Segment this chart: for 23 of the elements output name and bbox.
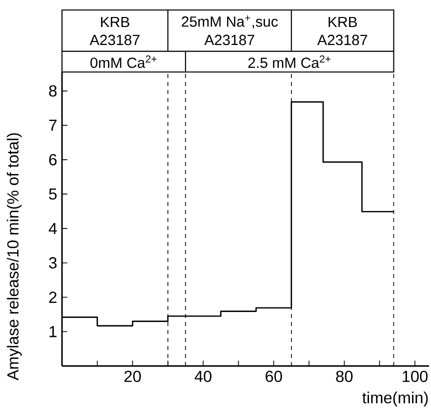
- x-axis-title: time(min): [362, 392, 428, 406]
- x-tick-label: 100: [402, 370, 428, 382]
- text: A23187: [90, 34, 140, 46]
- y-tick-label: 8: [49, 85, 57, 97]
- text: KRB: [101, 16, 130, 28]
- text: KRB: [328, 16, 357, 28]
- text: 25mM Na$^{+}$,suc: [182, 15, 278, 29]
- text: A23187: [317, 34, 368, 46]
- y-tick-label: 5: [49, 188, 57, 200]
- text: 0mM Ca$^{2+}$: [90, 55, 156, 68]
- y-tick-label: 7: [49, 120, 56, 131]
- y-tick-label: 1: [50, 326, 57, 338]
- y-tick-label: 4: [48, 222, 57, 234]
- text: A23187: [204, 34, 254, 46]
- x-tick-label: 40: [194, 370, 212, 382]
- y-tick-label: 3: [49, 257, 57, 268]
- y-axis-title: Amylase release/10 min(% of total): [6, 133, 22, 380]
- x-tick-label: 20: [124, 370, 141, 382]
- y-tick-label: 2: [49, 292, 56, 303]
- x-tick-label: 80: [336, 370, 353, 382]
- x-tick-label: 60: [266, 370, 282, 382]
- y-tick-label: 6: [49, 154, 57, 166]
- text: 2.5 mM Ca$^{2+}$: [248, 55, 330, 68]
